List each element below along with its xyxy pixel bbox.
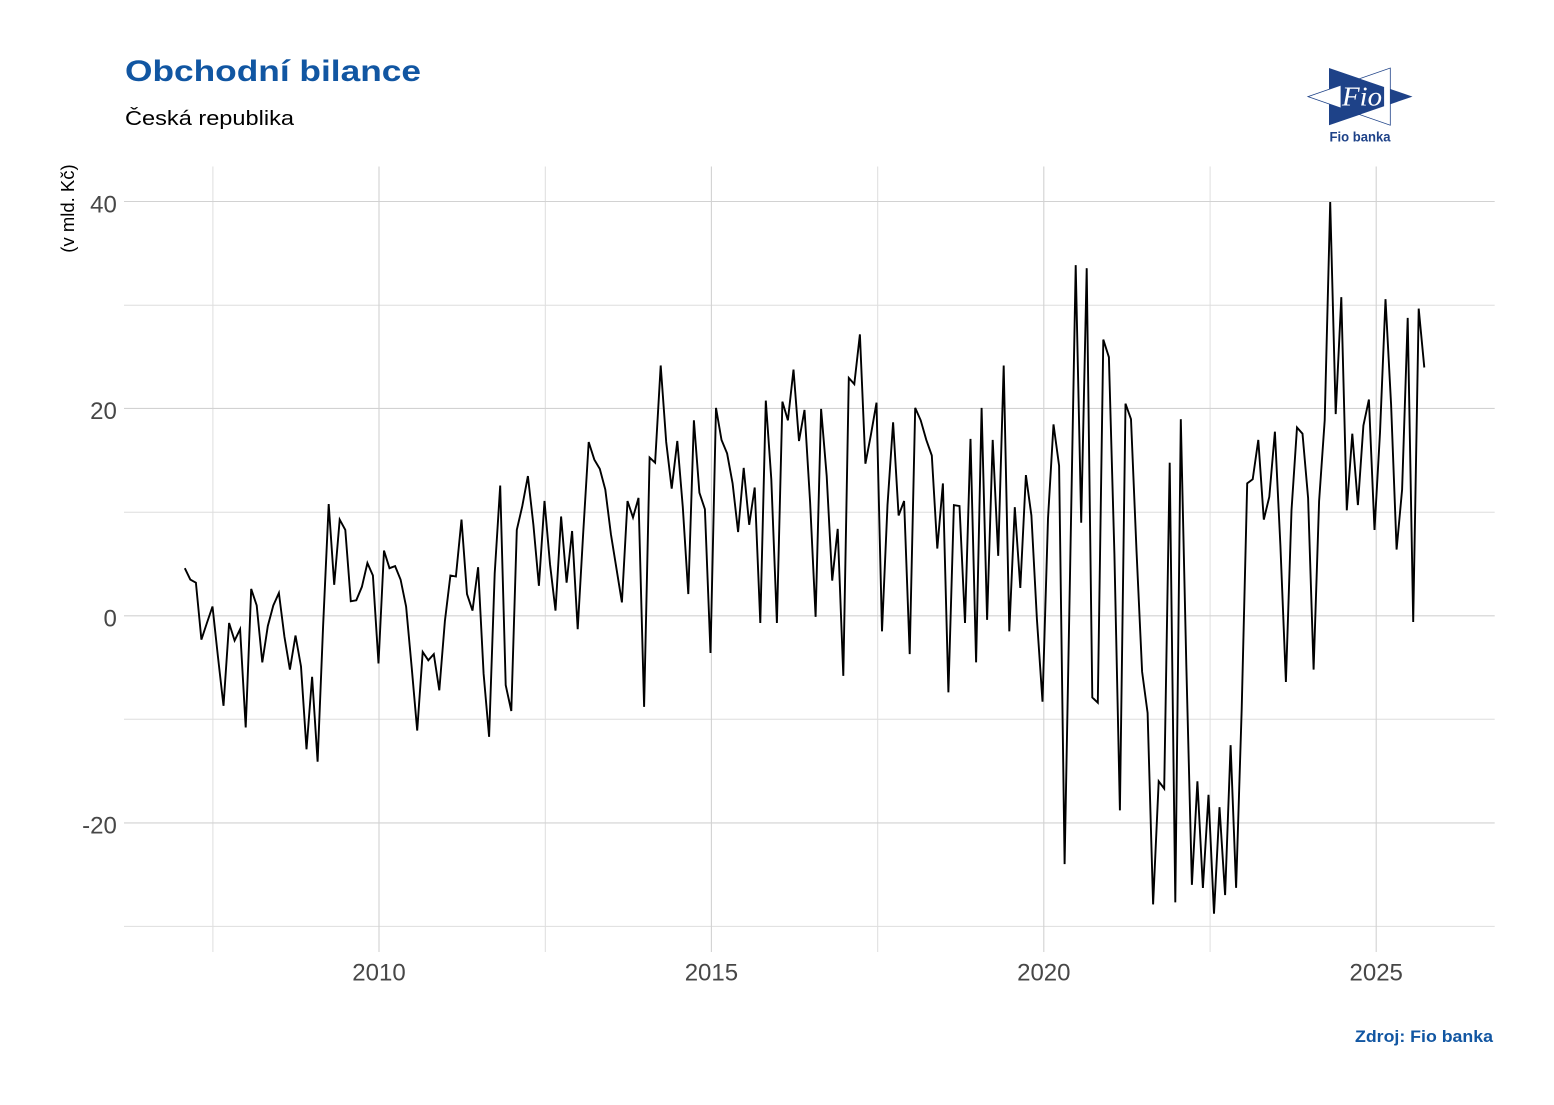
svg-text:Fio banka: Fio banka: [1330, 129, 1391, 145]
svg-text:Obchodní bilance: Obchodní bilance: [125, 55, 421, 88]
svg-text:2020: 2020: [1017, 959, 1070, 986]
svg-text:(v mld. Kč): (v mld. Kč): [57, 164, 78, 252]
svg-text:2010: 2010: [352, 959, 405, 986]
svg-text:2015: 2015: [685, 959, 738, 986]
svg-text:Zdroj: Fio banka: Zdroj: Fio banka: [1355, 1027, 1494, 1046]
svg-text:-20: -20: [82, 813, 117, 840]
svg-text:20: 20: [90, 398, 117, 425]
svg-text:Česká republika: Česká republika: [125, 107, 295, 130]
svg-text:Fio: Fio: [1341, 82, 1382, 112]
svg-text:40: 40: [90, 191, 117, 218]
svg-text:2025: 2025: [1350, 959, 1403, 986]
svg-text:0: 0: [103, 606, 116, 633]
